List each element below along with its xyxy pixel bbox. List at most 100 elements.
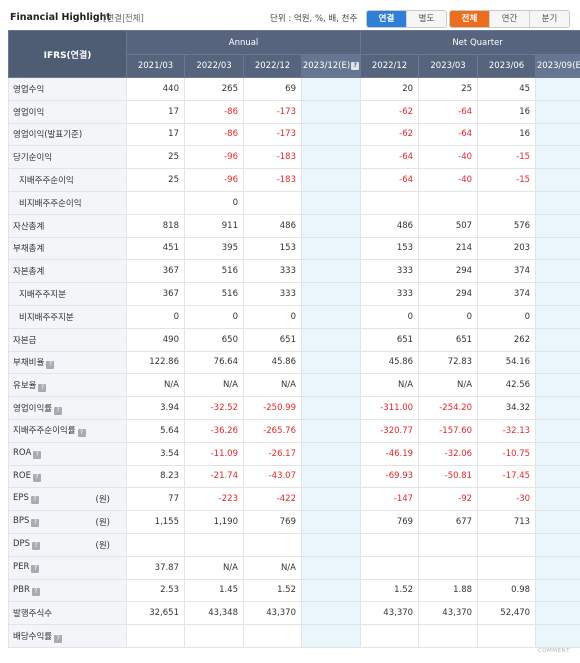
info-icon[interactable]: ?: [54, 406, 63, 415]
row-label: DPS? (원): [8, 532, 127, 557]
table-row: ROA? 3.54 -11.09 -26.17 -46.19 -32.06 -10.75: [8, 441, 580, 466]
table-cell: 0: [184, 190, 244, 215]
row-label: 부채총계: [8, 236, 127, 261]
table-cell: [300, 327, 362, 352]
info-icon[interactable]: ?: [77, 429, 86, 438]
row-label: 영업이익: [8, 99, 127, 124]
table-cell: -36.26: [184, 418, 244, 443]
help-icon[interactable]: ?: [351, 62, 360, 70]
info-icon[interactable]: ?: [32, 473, 41, 482]
table-cell: -86: [184, 99, 244, 124]
table-row: 발행주식수 32,651 43,348 43,370 43,370 43,370 52,47…: [8, 601, 580, 626]
table-cell: -30: [477, 487, 537, 512]
table-cell: -15: [477, 168, 537, 192]
table-cell: [535, 510, 580, 534]
table-cell: 395: [184, 236, 244, 261]
annual-group-header: Annual: [125, 30, 362, 55]
info-icon[interactable]: ?: [54, 634, 63, 643]
table-cell: 52,470: [477, 601, 537, 626]
table-cell: 153: [360, 236, 420, 261]
table-row: 부채비율? 122.86 76.64 45.86 45.86 72.83 54.16: [8, 350, 580, 375]
row-label: 지배주주지분: [8, 282, 127, 306]
table-row: BPS? (원) 1,155 1,190 769 769 677 713: [8, 510, 580, 534]
table-cell: 25: [418, 77, 479, 101]
table-cell: [300, 487, 362, 512]
table-cell: 440: [126, 77, 185, 101]
table-cell: [243, 624, 302, 648]
row-label: PBR?: [8, 578, 127, 603]
table-cell: 45.86: [243, 350, 302, 375]
row-label: 배당수익률?: [8, 624, 127, 648]
table-cell: 72.83: [418, 350, 479, 375]
table-cell: 3.54: [126, 441, 185, 466]
row-label: 부채비율?: [8, 350, 127, 375]
table-cell: 0: [243, 304, 302, 329]
row-label-text: 부채비율: [13, 357, 45, 368]
table-cell: -223: [184, 487, 244, 512]
table-cell: 713: [477, 510, 537, 534]
table-row: 영업수익 440 265 69 20 25 45: [8, 77, 580, 101]
table-cell: 0: [126, 304, 185, 329]
info-icon[interactable]: ?: [32, 541, 41, 550]
info-icon[interactable]: ?: [46, 360, 55, 369]
row-label-text: 영업이익률: [13, 403, 53, 414]
table-cell: 0: [418, 304, 479, 329]
table-row: 당기순이익 25 -96 -183 -64 -40 -15: [8, 145, 580, 170]
table-cell: [477, 190, 537, 215]
tab-consolidated[interactable]: 연결: [367, 11, 407, 27]
col-header: 2023/03: [418, 54, 479, 78]
table-cell: 677: [418, 510, 479, 534]
info-icon[interactable]: ?: [30, 496, 39, 505]
table-cell: 1.88: [418, 578, 479, 603]
table-cell: 25: [126, 168, 185, 192]
table-cell: [243, 190, 302, 215]
table-cell: [300, 77, 362, 101]
col-header: 2021/03: [126, 54, 185, 78]
table-cell: 911: [184, 213, 244, 238]
row-label-text: 지배주주순이익률: [13, 426, 76, 437]
table-cell: 203: [477, 236, 537, 261]
table-cell: 516: [184, 259, 244, 284]
tab-annual[interactable]: 연간: [490, 11, 530, 27]
financial-table: IFRS(연결) Annual Net Quarter 2021/03 2022…: [8, 30, 580, 648]
table-cell: [300, 555, 362, 580]
table-cell: 769: [360, 510, 420, 534]
table-cell: [300, 532, 362, 557]
table-cell: [535, 532, 580, 557]
info-icon[interactable]: ?: [31, 565, 40, 574]
table-cell: [300, 464, 362, 489]
table-cell: N/A: [243, 555, 302, 580]
table-cell: [535, 396, 580, 420]
table-cell: 1.52: [360, 578, 420, 603]
table-cell: [535, 145, 580, 170]
table-cell: [300, 624, 362, 648]
table-cell: -43.07: [243, 464, 302, 489]
table-cell: [418, 190, 479, 215]
row-label: 당기순이익: [8, 145, 127, 170]
table-cell: 34.32: [477, 396, 537, 420]
info-icon[interactable]: ?: [31, 587, 40, 596]
table-cell: -173: [243, 99, 302, 124]
table-cell: -311.00: [360, 396, 420, 420]
row-label-text: DPS: [13, 538, 31, 549]
units-label: 단위 : 억원, %, 배, 천주: [270, 14, 358, 24]
table-cell: 490: [126, 327, 185, 352]
table-cell: [535, 418, 580, 443]
info-icon[interactable]: ?: [31, 519, 40, 528]
info-icon[interactable]: ?: [38, 383, 47, 392]
tab-all[interactable]: 전체: [450, 11, 490, 27]
table-cell: [184, 624, 244, 648]
table-cell: [360, 624, 420, 648]
row-label: 지배주주순이익률?: [8, 418, 127, 443]
table-cell: [300, 510, 362, 534]
tab-separate[interactable]: 별도: [407, 11, 446, 27]
table-cell: [126, 624, 185, 648]
table-cell: 374: [477, 282, 537, 306]
row-label-text: 비지배주주순이익: [19, 198, 82, 209]
table-cell: [184, 532, 244, 557]
table-cell: 54.16: [477, 350, 537, 375]
table-cell: [300, 259, 362, 284]
info-icon[interactable]: ?: [33, 451, 42, 460]
table-cell: [535, 259, 580, 284]
tab-quarterly[interactable]: 분기: [530, 11, 569, 27]
